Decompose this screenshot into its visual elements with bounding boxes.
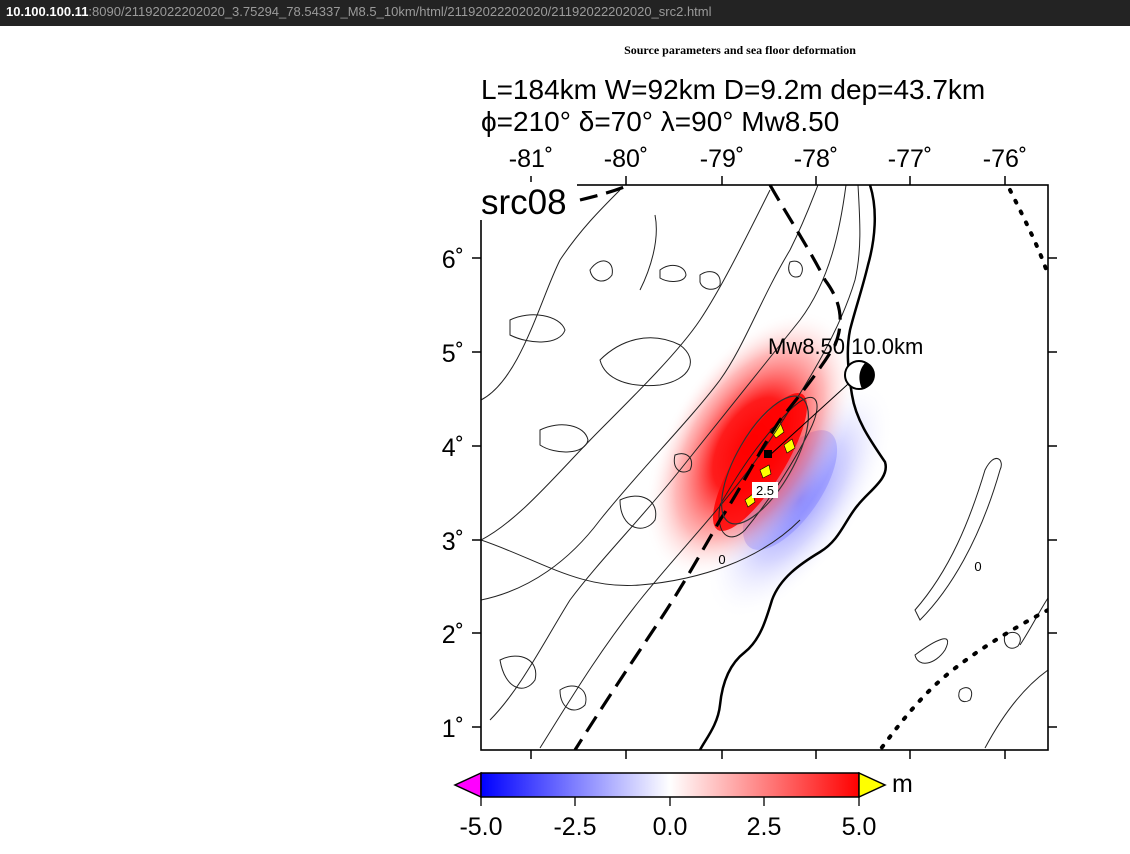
header-line-2: ϕ=210° δ=70° λ=90° Mw8.50 [481, 106, 839, 137]
lon-label: -77˚ [888, 145, 932, 173]
max-uplift-patches [744, 421, 796, 508]
contour-label-box [752, 482, 778, 498]
contour-label: 0 [974, 559, 981, 574]
trench-line [573, 185, 842, 750]
coastline [698, 185, 888, 750]
lon-label: -81˚ [509, 145, 553, 173]
epicenter-marker [764, 450, 772, 458]
latitude-labels: 6˚ 5˚ 4˚ 3˚ 2˚ 1˚ [442, 246, 464, 743]
longitude-labels: -81˚ -80˚ -79˚ -78˚ -77˚ -76˚ [509, 145, 1027, 173]
lon-label: -80˚ [604, 145, 648, 173]
source-label-box [479, 182, 577, 220]
colorbar-tick-label: 2.5 [747, 813, 782, 841]
address-bar[interactable]: 10.100.100.11:8090/21192022202020_3.7529… [0, 0, 1130, 26]
focal-mechanism-beachball-icon [844, 360, 875, 390]
colorbar: m -5.0 -2.5 0.0 2.5 5.0 [453, 770, 913, 841]
contour-label: 0 [718, 552, 725, 567]
lon-label: -79˚ [700, 145, 744, 173]
lat-label: 5˚ [442, 340, 464, 368]
colorbar-over-triangle [858, 771, 887, 799]
lat-label: 4˚ [442, 434, 464, 462]
map-frame [480, 184, 1049, 751]
colorbar-tick-label: -2.5 [553, 813, 596, 841]
colorbar-scale [480, 772, 860, 798]
fault-plane-outline [720, 395, 810, 525]
epicenter-label: Mw8.50 10.0km [768, 334, 923, 359]
lat-label: 6˚ [442, 246, 464, 274]
lon-label: -76˚ [983, 145, 1027, 173]
colorbar-tick-label: 0.0 [653, 813, 688, 841]
url-path: :8090/21192022202020_3.75294_78.54337_M8… [88, 4, 712, 19]
lat-label: 3˚ [442, 528, 464, 556]
page-title: Source parameters and sea floor deformat… [624, 43, 856, 57]
source-label: src08 [481, 183, 567, 222]
url-text[interactable]: 10.100.100.11:8090/21192022202020_3.7529… [6, 4, 712, 19]
header-line-1: L=184km W=92km D=9.2m dep=43.7km [481, 74, 985, 105]
frame-ticks [472, 176, 1057, 759]
url-host: 10.100.100.11 [6, 4, 89, 19]
bathymetry-contours [481, 185, 1048, 749]
lat-label: 1˚ [442, 715, 464, 743]
colorbar-unit: m [892, 770, 913, 798]
colorbar-tick-label: -5.0 [459, 813, 502, 841]
map-area: 2.5 0 0 [481, 185, 1048, 750]
lat-label: 2˚ [442, 621, 464, 649]
lon-label: -78˚ [794, 145, 838, 173]
colorbar-tick-label: 5.0 [842, 813, 877, 841]
colorbar-under-triangle [453, 771, 482, 799]
plate-boundary [878, 188, 1048, 750]
epicenter-leader [769, 374, 859, 456]
contour-label: 2.5 [756, 483, 774, 498]
